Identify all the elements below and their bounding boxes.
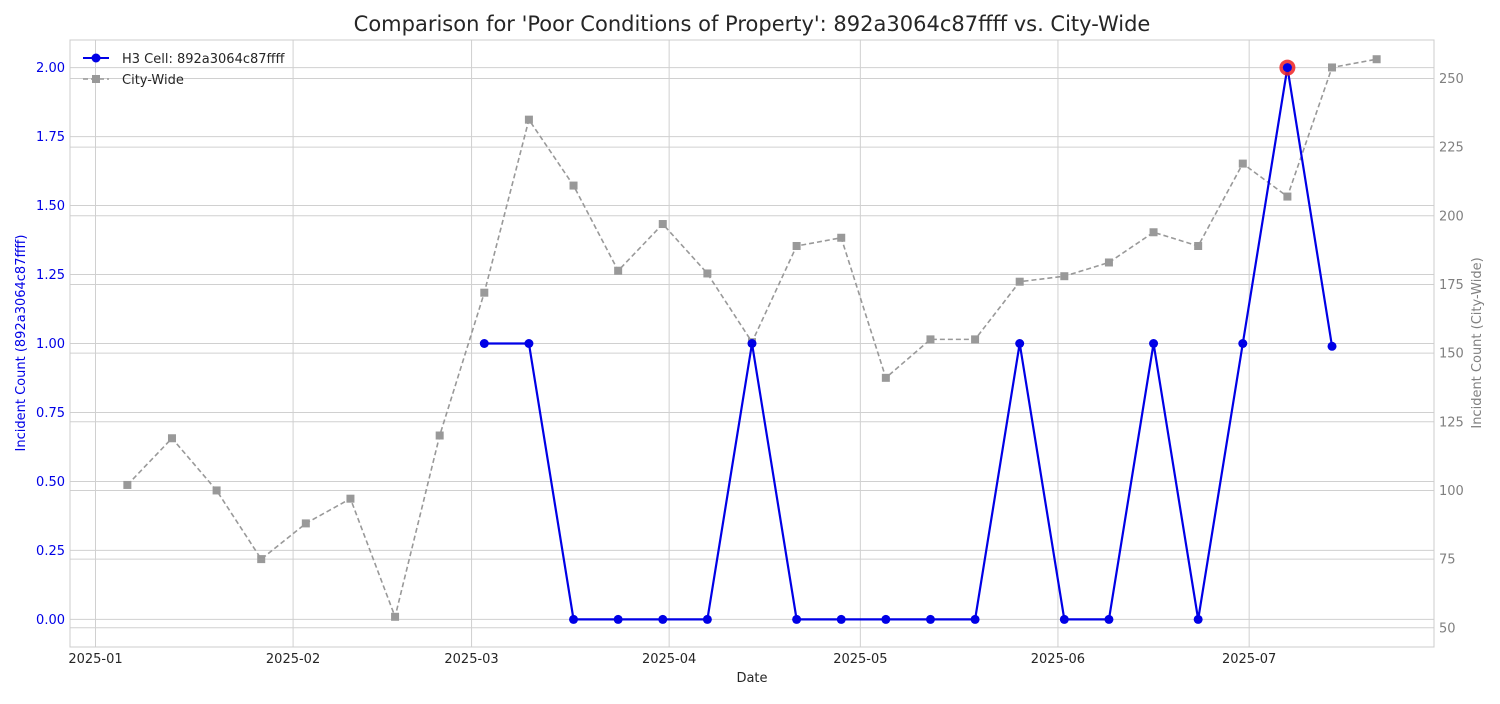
- h3-cell-point: [1193, 614, 1203, 624]
- left-y-tick-label: 1.25: [36, 268, 65, 283]
- x-tick-label: 2025-01: [68, 652, 122, 667]
- h3-cell-point: [1327, 341, 1337, 351]
- right-y-tick-label: 125: [1439, 415, 1464, 430]
- h3-cell-point: [569, 614, 579, 624]
- h3-cell-point: [747, 339, 757, 348]
- city-wide-point: [1015, 277, 1024, 286]
- h3-cell-line: [484, 67, 1334, 621]
- right-y-tick-label: 250: [1439, 72, 1464, 87]
- right-y-tick-label: 200: [1439, 209, 1464, 224]
- city-wide-point: [1372, 55, 1381, 64]
- left-y-tick-label: 1.75: [36, 130, 65, 145]
- city-wide-point: [792, 241, 801, 250]
- city-wide-point: [569, 181, 578, 190]
- right-y-axis-ticks: 50 75 100 125 150 175 200 225 250: [1439, 72, 1464, 636]
- h3-cell-point: [925, 614, 935, 624]
- city-wide-point: [391, 612, 400, 621]
- city-wide-point: [1194, 241, 1203, 250]
- legend-cell-marker: [91, 53, 101, 63]
- city-wide-point: [212, 486, 221, 495]
- h3-cell-point: [613, 614, 623, 624]
- x-tick-label: 2025-05: [833, 652, 887, 667]
- left-y-axis-ticks: 0.00 0.25 0.50 0.75 1.00 1.25 1.50 1.75 2.00: [36, 61, 65, 628]
- city-wide-point: [480, 288, 489, 297]
- left-y-tick-label: 0.00: [36, 613, 65, 628]
- right-y-tick-label: 100: [1439, 484, 1464, 499]
- h3-cell-point: [1282, 63, 1292, 73]
- h3-cell-point: [479, 339, 489, 348]
- x-axis-ticks: 2025-01 2025-02 2025-03 2025-04 2025-05 2025-…: [68, 652, 1276, 667]
- city-wide-point: [1104, 258, 1113, 267]
- city-wide-point: [1149, 228, 1158, 237]
- right-y-tick-label: 175: [1439, 278, 1464, 293]
- legend: H3 Cell: 892a3064c87ffff City-Wide: [83, 52, 285, 88]
- right-y-tick-label: 225: [1439, 141, 1464, 156]
- city-wide-point: [435, 431, 444, 440]
- x-tick-label: 2025-02: [266, 652, 320, 667]
- left-y-tick-label: 1.50: [36, 199, 65, 214]
- city-wide-point: [1328, 63, 1337, 72]
- city-wide-point: [1238, 159, 1247, 168]
- left-y-tick-label: 0.50: [36, 475, 65, 490]
- legend-entry-city: City-Wide: [83, 73, 184, 88]
- city-wide-point: [614, 266, 623, 275]
- city-wide-point: [881, 373, 890, 382]
- city-wide-point: [926, 335, 935, 344]
- x-tick-label: 2025-07: [1222, 652, 1276, 667]
- h3-cell-point: [1149, 339, 1159, 348]
- h3-cell-point: [658, 614, 668, 624]
- city-wide-point: [658, 220, 667, 229]
- h3-cell-point: [970, 614, 980, 624]
- right-y-tick-label: 75: [1439, 553, 1456, 568]
- x-tick-label: 2025-03: [444, 652, 498, 667]
- h3-cell-point: [702, 614, 712, 624]
- left-y-tick-label: 2.00: [36, 61, 65, 76]
- right-y-tick-label: 150: [1439, 347, 1464, 362]
- left-y-tick-label: 0.75: [36, 406, 65, 421]
- x-tick-label: 2025-06: [1031, 652, 1085, 667]
- h3-cell-point: [792, 614, 802, 624]
- city-wide-point: [837, 233, 846, 242]
- h3-cell-point: [881, 614, 891, 624]
- h3-cell-point: [836, 614, 846, 624]
- city-wide-point: [1283, 192, 1292, 201]
- left-y-axis-label: Incident Count (892a3064c87ffff): [14, 235, 29, 452]
- h3-cell-point: [1015, 339, 1025, 348]
- x-axis-label: Date: [736, 671, 767, 686]
- city-wide-point: [346, 494, 355, 503]
- right-y-gridlines: [70, 77, 1434, 629]
- plot-frame: [69, 39, 1435, 648]
- city-wide-point: [1060, 272, 1069, 281]
- legend-city-label: City-Wide: [122, 73, 184, 88]
- city-wide-point: [971, 335, 980, 344]
- left-y-tick-label: 1.00: [36, 337, 65, 352]
- city-wide-point: [167, 434, 176, 443]
- city-wide-point: [703, 269, 712, 278]
- right-y-tick-label: 50: [1439, 621, 1456, 636]
- legend-cell-label: H3 Cell: 892a3064c87ffff: [122, 52, 285, 67]
- legend-entry-cell: H3 Cell: 892a3064c87ffff: [83, 52, 285, 67]
- city-wide-point: [123, 480, 132, 489]
- city-wide-point: [524, 115, 533, 124]
- city-wide-point: [257, 555, 266, 564]
- x-tick-label: 2025-04: [642, 652, 696, 667]
- h3-cell-point: [1059, 614, 1069, 624]
- h3-cell-point: [1104, 614, 1114, 624]
- left-y-tick-label: 0.25: [36, 544, 65, 559]
- right-y-axis-label: Incident Count (City-Wide): [1470, 257, 1485, 428]
- h3-cell-point: [1238, 339, 1248, 348]
- h3-cell-point: [524, 339, 534, 348]
- h3-cell-series: [479, 59, 1337, 624]
- chart-title: Comparison for 'Poor Conditions of Prope…: [354, 12, 1151, 36]
- legend-city-marker: [92, 75, 100, 83]
- city-wide-point: [301, 519, 310, 528]
